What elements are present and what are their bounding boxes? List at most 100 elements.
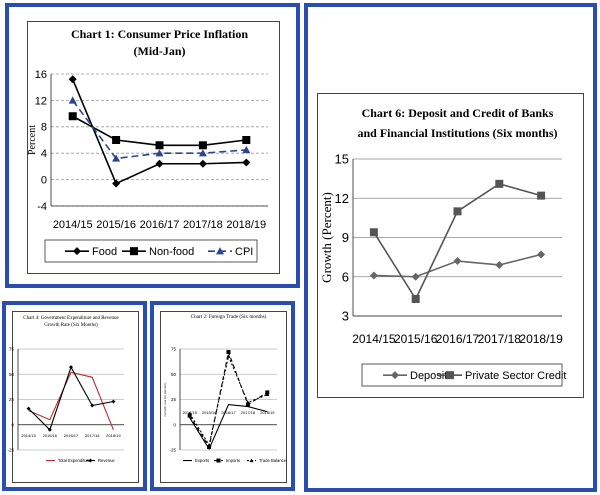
- y-tick-label: 6: [342, 269, 349, 284]
- data-point: [111, 399, 116, 404]
- data-point: [69, 365, 73, 370]
- series-line-1: [373, 182, 542, 301]
- data-point: [411, 294, 420, 303]
- y-tick-label: 3: [342, 309, 349, 324]
- chart-c6: Chart 6: Deposit and Credit of Banks and …: [319, 106, 566, 387]
- data-point: [207, 442, 212, 447]
- data-point: [495, 179, 504, 188]
- chart-4-frame: [12, 311, 139, 483]
- legend-marker: [446, 371, 454, 380]
- legend-label: Non-food: [149, 246, 194, 258]
- chart-title: Chart 6: Deposit and Credit of Banks: [362, 106, 554, 120]
- legend-marker: [391, 371, 399, 380]
- data-point: [369, 228, 378, 237]
- x-tick-label: 2014/15: [352, 332, 396, 346]
- data-point: [265, 390, 270, 395]
- panel-chart-1: [5, 3, 300, 288]
- chart-subtitle: and Financial Institutions (Six months): [357, 126, 557, 140]
- data-point: [242, 136, 251, 144]
- legend-marker: [130, 247, 138, 256]
- legend-label: Deposit: [410, 370, 447, 382]
- data-point: [242, 158, 251, 167]
- series-line-0: [28, 371, 114, 431]
- y-tick-label: 8: [41, 122, 47, 134]
- legend-label: Food: [92, 246, 117, 258]
- data-point: [537, 191, 546, 200]
- legend-box: [361, 363, 563, 387]
- chart-title: Chart 1: Consumer Price Inflation: [71, 27, 248, 41]
- data-point: [68, 75, 77, 84]
- series-line-0: [71, 78, 247, 185]
- chart-c2: Chart 2: Foreign Trade (Six months) 75 50 2…: [163, 313, 287, 463]
- legend-label: Imports: [226, 458, 240, 463]
- legend-label: Revenue: [98, 458, 115, 463]
- legend-box: [44, 239, 258, 263]
- data-point: [245, 402, 250, 407]
- y-tick-label: 75: [9, 347, 15, 352]
- data-point: [155, 149, 164, 157]
- data-point: [187, 413, 192, 418]
- x-tick-label: 2014/15: [53, 219, 93, 231]
- chart-6-frame: [317, 93, 584, 398]
- y-tick-label: 12: [35, 95, 47, 107]
- data-point: [112, 179, 121, 188]
- data-point: [155, 141, 164, 150]
- data-point: [242, 145, 251, 154]
- data-point: [68, 96, 77, 104]
- y-axis-label: Growth (Percent): [319, 192, 334, 283]
- panel-chart-4: [2, 301, 147, 491]
- chart-title: Chart 4: Government Expenditure and Reve…: [23, 316, 119, 321]
- data-point: [245, 400, 250, 405]
- x-tick-label: 2017/18: [241, 410, 256, 415]
- data-point: [411, 272, 420, 281]
- x-tick-label: 2015/16: [202, 410, 217, 415]
- data-point: [453, 257, 462, 266]
- x-tick-label: 2018/19: [106, 433, 121, 438]
- x-tick-label: 2016/17: [436, 332, 480, 346]
- x-tick-label: 2015/16: [43, 433, 58, 438]
- series-line-2: [189, 354, 268, 447]
- x-tick-label: 2018/19: [519, 332, 563, 346]
- y-tick-label: 9: [342, 230, 349, 245]
- y-tick-label: 15: [335, 152, 349, 167]
- y-axis-label: Growth rate (in percent): [163, 382, 167, 417]
- chart-c1: Chart 1: Consumer Price Inflation (Mid-Ja…: [27, 27, 268, 263]
- x-tick-label: 2017/18: [183, 219, 223, 231]
- chart-1-frame: [27, 21, 280, 274]
- y-tick-label: 0: [11, 422, 14, 427]
- y-tick-label: 0: [41, 174, 47, 186]
- data-point: [155, 159, 164, 168]
- data-point: [226, 350, 231, 355]
- y-tick-label: -25: [169, 448, 176, 453]
- data-point: [47, 427, 52, 432]
- data-point: [495, 260, 504, 269]
- chart-subtitle: Growth Rate (Six Months): [44, 323, 98, 328]
- y-tick-label: 4: [41, 148, 47, 160]
- data-point: [537, 250, 546, 259]
- x-tick-label: 2018/19: [260, 410, 275, 415]
- legend-label: Exports: [195, 458, 209, 463]
- legend-label: CPI: [235, 246, 253, 258]
- data-point: [207, 444, 212, 449]
- y-tick-label: -4: [37, 201, 47, 213]
- legend-marker: [88, 458, 93, 463]
- legend-marker: [73, 247, 81, 256]
- x-tick-label: 2018/19: [226, 219, 266, 231]
- x-tick-label: 2017/18: [85, 433, 100, 438]
- data-point: [112, 136, 121, 144]
- y-tick-label: 12: [335, 191, 349, 206]
- chart-subtitle: (Mid-Jan): [134, 44, 186, 58]
- data-point: [90, 403, 95, 408]
- chart-title: Chart 2: Foreign Trade (Six months): [191, 313, 267, 320]
- y-tick-label: 16: [35, 69, 47, 81]
- data-point: [112, 154, 121, 162]
- series-line-0: [189, 403, 268, 451]
- legend-marker: [216, 458, 221, 463]
- y-tick-label: 50: [171, 372, 177, 377]
- data-point: [198, 149, 207, 157]
- panel-chart-6: [304, 3, 597, 492]
- x-tick-label: 2016/17: [64, 433, 79, 438]
- panel-chart-2: [150, 301, 295, 491]
- data-point: [369, 271, 378, 280]
